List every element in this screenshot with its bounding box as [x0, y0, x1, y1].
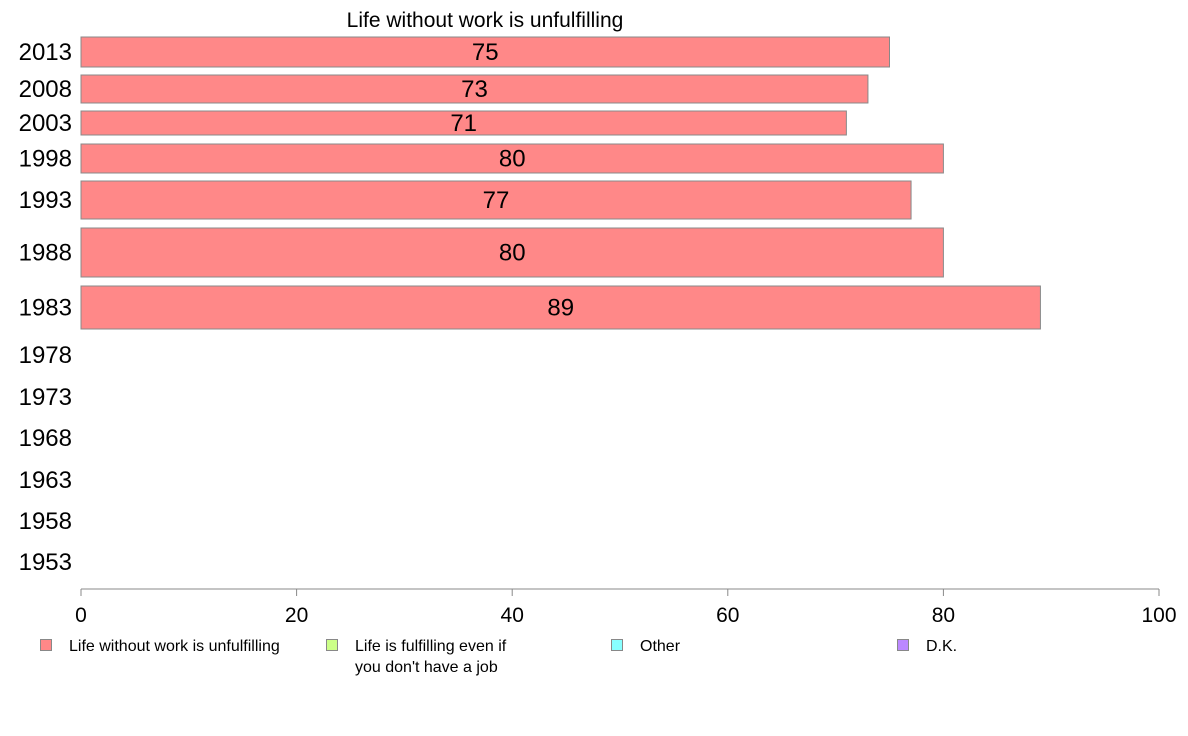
bar-value-label: 75	[472, 39, 499, 66]
bar-value-label: 73	[461, 76, 488, 103]
bars-group: 75 73 71 80 77 80 89	[80, 36, 1041, 330]
legend: Life without work is unfulfilling Life i…	[0, 636, 1188, 686]
bar-value-label: 71	[450, 110, 477, 137]
legend-label: D.K.	[926, 638, 958, 655]
legend-item-dk: D.K.	[897, 636, 957, 657]
y-tick-label: 1973	[19, 384, 72, 411]
bar-value-label: 80	[499, 146, 526, 173]
bar-value-label: 80	[499, 240, 526, 267]
bar	[80, 74, 869, 104]
y-tick-label: 1968	[19, 425, 72, 452]
x-tick-label: 80	[932, 604, 955, 627]
y-tick-label: 2003	[19, 110, 72, 137]
x-tick-label: 100	[1141, 604, 1176, 627]
legend-swatch	[326, 639, 338, 651]
y-tick-label: 1993	[19, 187, 72, 214]
y-tick-label: 1953	[19, 549, 72, 576]
y-tick-label: 1958	[19, 508, 72, 535]
legend-item-other: Other	[611, 636, 680, 657]
bar	[80, 285, 1041, 330]
y-axis-labels: 2013 2008 2003 1998 1993 1988 1983 1978 1973 1968…	[19, 39, 72, 576]
legend-label: Life is fulfilling even if you don't hav…	[355, 638, 507, 676]
chart-title: Life without work is unfulfilling	[347, 9, 624, 32]
legend-item-unfulfilling: Life without work is unfulfilling	[40, 636, 280, 657]
y-tick-label: 1978	[19, 342, 72, 369]
x-axis: 0 20 40 60 80 100	[75, 588, 1177, 627]
y-tick-label: 2008	[19, 76, 72, 103]
legend-label: Life without work is unfulfilling	[69, 638, 280, 655]
x-tick-label: 20	[285, 604, 308, 627]
y-tick-label: 2013	[19, 39, 72, 66]
y-tick-label: 1963	[19, 467, 72, 494]
bar	[80, 227, 944, 278]
bar-value-label: 89	[547, 295, 574, 322]
bar	[80, 143, 944, 174]
bar	[80, 36, 890, 68]
y-tick-label: 1983	[19, 295, 72, 322]
bar	[80, 180, 912, 220]
x-tick-label: 60	[716, 604, 739, 627]
x-tick-label: 40	[501, 604, 524, 627]
legend-swatch	[897, 639, 909, 651]
legend-swatch	[40, 639, 52, 651]
bar	[80, 110, 847, 136]
legend-item-fulfilling: Life is fulfilling even if you don't hav…	[326, 636, 506, 678]
bar-value-label: 77	[483, 187, 510, 214]
legend-swatch	[611, 639, 623, 651]
y-tick-label: 1998	[19, 146, 72, 173]
legend-label: Other	[640, 638, 681, 655]
x-tick-label: 0	[75, 604, 87, 627]
y-tick-label: 1988	[19, 240, 72, 267]
